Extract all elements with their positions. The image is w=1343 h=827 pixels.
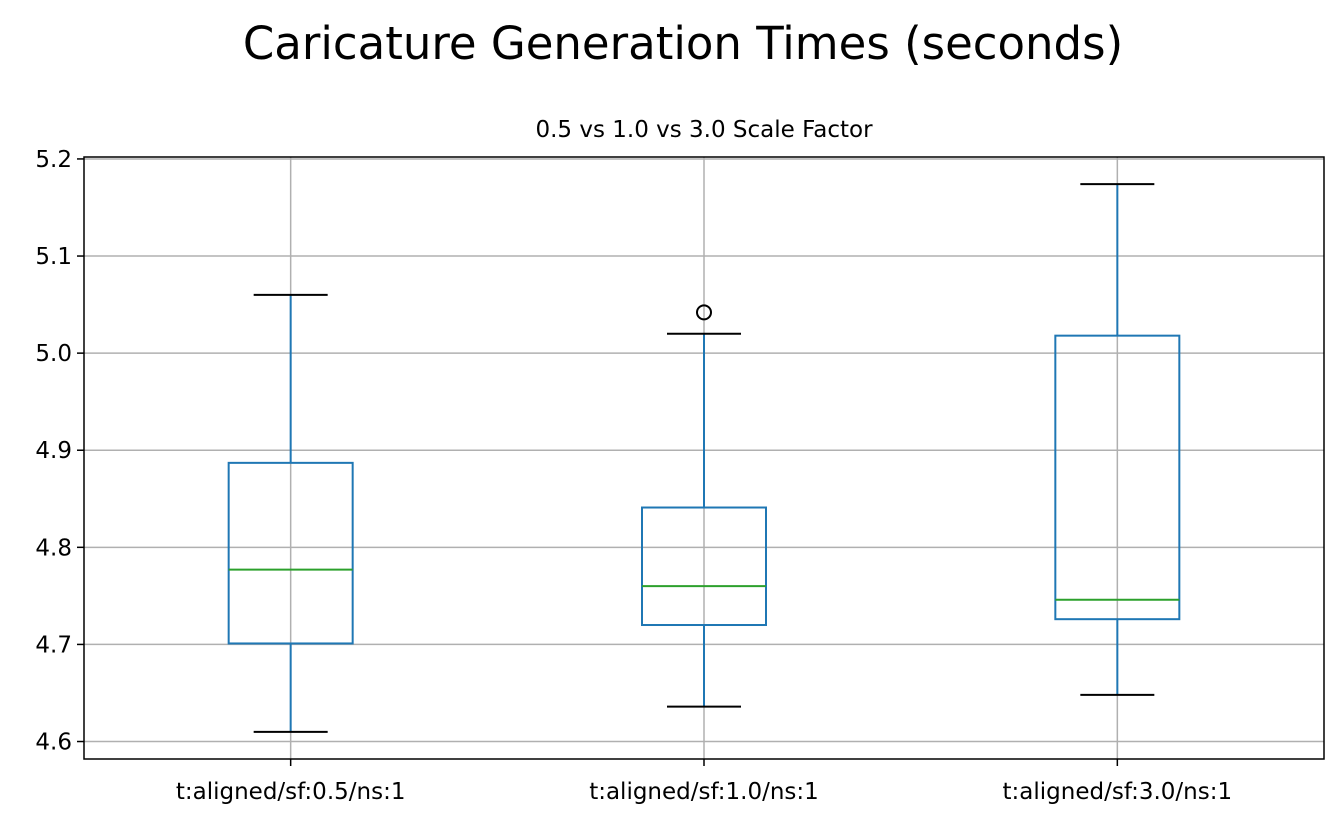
x-tick-label: t:aligned/sf:1.0/ns:1 bbox=[589, 779, 819, 805]
y-tick-label: 5.0 bbox=[35, 341, 72, 367]
box-series bbox=[227, 183, 1181, 733]
y-tick-label: 4.8 bbox=[35, 535, 72, 561]
box-group bbox=[227, 293, 354, 733]
outlier-point bbox=[696, 304, 712, 321]
box-iqr bbox=[1054, 334, 1181, 621]
y-axis: 4.6 4.7 4.8 4.9 5.0 5.1 5.2 bbox=[35, 147, 84, 756]
y-tick-label: 5.1 bbox=[35, 244, 72, 270]
chart-subtitle: 0.5 vs 1.0 vs 3.0 Scale Factor bbox=[535, 117, 873, 143]
y-tick-label: 5.2 bbox=[35, 147, 72, 173]
y-tick-label: 4.6 bbox=[35, 730, 72, 756]
x-tick-label: t:aligned/sf:3.0/ns:1 bbox=[1003, 779, 1233, 805]
y-tick-label: 4.9 bbox=[35, 438, 72, 464]
x-axis: t:aligned/sf:0.5/ns:1 t:aligned/sf:1.0/ns… bbox=[176, 759, 1232, 805]
box-iqr bbox=[641, 506, 767, 627]
box-group bbox=[1054, 183, 1181, 696]
y-tick-label: 4.7 bbox=[35, 632, 72, 658]
x-tick-label: t:aligned/sf:0.5/ns:1 bbox=[176, 779, 406, 805]
box-group bbox=[641, 304, 767, 708]
chart-title: Caricature Generation Times (seconds) bbox=[243, 17, 1123, 70]
box-iqr bbox=[227, 461, 354, 645]
